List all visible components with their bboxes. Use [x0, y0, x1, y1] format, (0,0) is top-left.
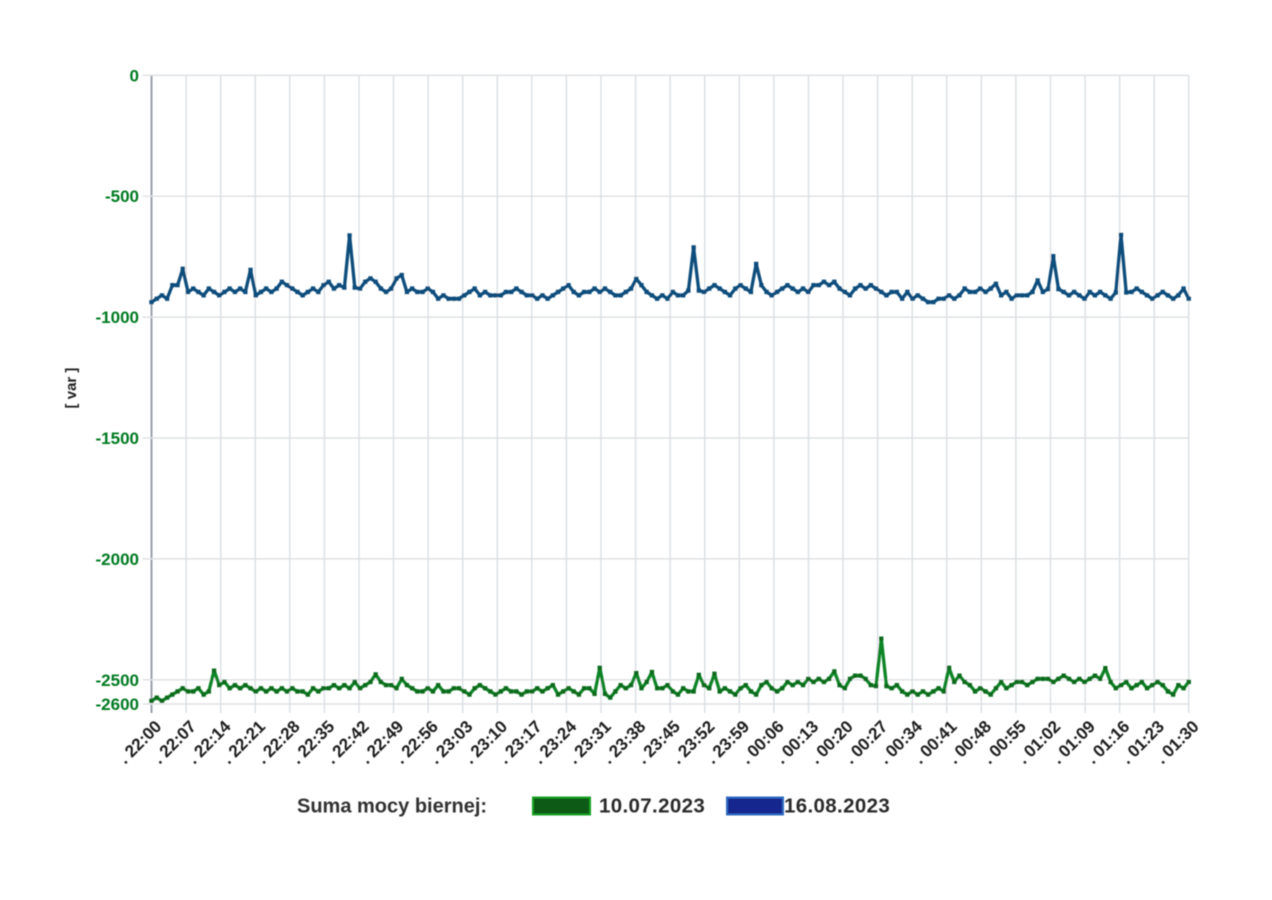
svg-text:-1500: -1500: [96, 429, 139, 448]
svg-text:Suma mocy biernej:: Suma mocy biernej:: [297, 796, 487, 818]
svg-text:[ var ]: [ var ]: [63, 368, 80, 409]
svg-text:-2500: -2500: [96, 671, 139, 690]
svg-text:16.08.2023: 16.08.2023: [784, 795, 890, 818]
svg-text:0: 0: [130, 66, 139, 85]
svg-text:-2000: -2000: [96, 550, 139, 569]
svg-text:10.07.2023: 10.07.2023: [599, 795, 705, 818]
svg-text:-1000: -1000: [96, 308, 139, 327]
svg-text:-500: -500: [105, 187, 139, 206]
svg-text:-2600: -2600: [96, 695, 139, 714]
